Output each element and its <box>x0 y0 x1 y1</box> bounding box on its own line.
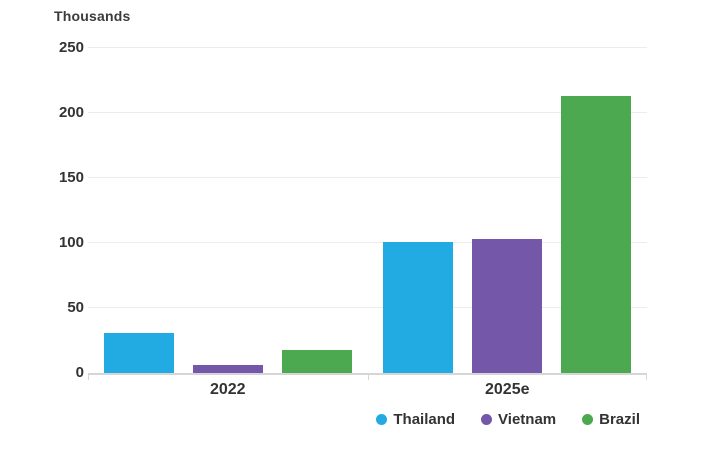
bar-thailand-2025e <box>383 241 454 373</box>
y-axis-unit-label: Thousands <box>54 8 131 24</box>
x-axis-line <box>88 373 647 375</box>
legend-dot-vietnam <box>481 414 493 425</box>
legend-label-vietnam: Vietnam <box>498 411 557 428</box>
y-tick-label-200: 200 <box>58 104 84 121</box>
legend-label-brazil: Brazil <box>599 411 640 428</box>
bar-vietnam-2025e <box>472 239 543 373</box>
bar-vietnam-2022 <box>192 365 263 373</box>
legend: Thailand Vietnam Brazil <box>88 411 640 428</box>
legend-item-thailand: Thailand <box>376 411 455 428</box>
bar-thailand-2022 <box>103 332 174 373</box>
bar-brazil-2022 <box>281 349 352 373</box>
legend-item-vietnam: Vietnam <box>481 411 556 428</box>
y-tick-label-50: 50 <box>67 299 84 316</box>
y-tick-label-100: 100 <box>58 234 84 251</box>
x-axis-tick-1 <box>367 375 369 380</box>
bar-brazil-2025e <box>561 96 632 373</box>
legend-dot-thailand <box>376 414 388 425</box>
y-tick-label-150: 150 <box>58 169 84 186</box>
legend-label-thailand: Thailand <box>393 411 456 428</box>
gridline-200 <box>88 112 647 113</box>
x-axis-tick-2 <box>646 375 647 380</box>
x-category-label-2025e: 2025e <box>485 381 530 398</box>
bar-group-2022 <box>88 48 368 373</box>
plot-area <box>88 47 647 380</box>
legend-item-brazil: Brazil <box>582 411 640 428</box>
y-tick-label-0: 0 <box>75 364 84 381</box>
y-tick-label-250: 250 <box>58 39 84 56</box>
legend-dot-brazil <box>582 414 594 425</box>
bar-group-2025e <box>368 48 648 373</box>
x-category-label-2022: 2022 <box>209 381 246 398</box>
gridline-100 <box>88 242 647 243</box>
gridline-50 <box>88 307 647 308</box>
gridline-250 <box>88 47 647 48</box>
bar-groups <box>88 48 647 373</box>
gridline-150 <box>88 177 647 178</box>
x-axis-tick-0 <box>88 375 89 380</box>
